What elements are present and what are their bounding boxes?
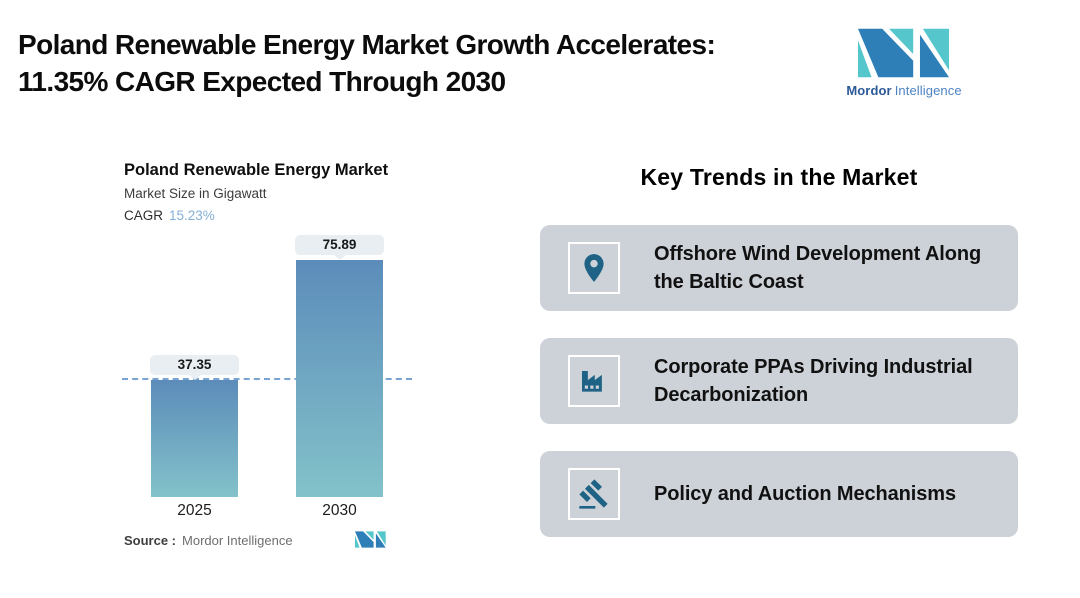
source-value: Mordor Intelligence (182, 533, 293, 548)
cagr-label: CAGR (124, 208, 164, 223)
trend-card-text: Offshore Wind Development Along the Balt… (654, 243, 982, 293)
source-label: Source : (124, 533, 177, 548)
page-title: Poland Renewable Energy Market Growth Ac… (18, 26, 716, 100)
mordor-logo-small-icon (355, 531, 386, 548)
x-axis-label-2025: 2025 (177, 502, 212, 519)
chart-subtitle: Market Size in Gigawatt (124, 186, 267, 201)
value-label-pointer (188, 375, 201, 380)
trends-heading: Key Trends in the Market (640, 164, 918, 190)
chart-cagr-row: CAGR 15.23% (124, 208, 215, 223)
page-title-line2: 11.35% CAGR Expected Through 2030 (18, 66, 506, 97)
bar-2030 (296, 260, 383, 497)
trend-card-corporate-ppas: Corporate PPAs Driving Industrial Decarb… (540, 338, 1018, 424)
value-label-2025: 37.35 (150, 355, 239, 380)
trend-card-text: Corporate PPAs Driving Industrial Decarb… (654, 356, 973, 406)
trend-card-text: Policy and Auction Mechanisms (654, 483, 956, 505)
logo-wordmark: Mordor Intelligence (843, 83, 965, 98)
trend-card-policy-auctions: Policy and Auction Mechanisms (540, 451, 1018, 537)
gavel-icon (579, 479, 608, 509)
trend-card-icon-box (568, 355, 620, 407)
mordor-intelligence-logo: Mordor Intelligence (843, 28, 965, 98)
logo-text-light: Intelligence (894, 83, 962, 98)
map-pin-icon (584, 254, 604, 282)
x-axis-label-2030: 2030 (322, 502, 357, 519)
mordor-logo-icon (858, 28, 950, 78)
page-title-line1: Poland Renewable Energy Market Growth Ac… (18, 29, 716, 60)
chart-title: Poland Renewable Energy Market (124, 161, 389, 179)
source-line: Source : Mordor Intelligence (124, 533, 293, 548)
trend-card-icon-box (568, 242, 620, 294)
value-label-pointer (333, 255, 346, 260)
bar-2025 (151, 380, 238, 497)
cagr-value: 15.23% (169, 208, 215, 223)
trend-card-offshore-wind: Offshore Wind Development Along the Balt… (540, 225, 1018, 311)
reference-dashed-line (122, 378, 412, 380)
factory-icon (582, 371, 602, 392)
value-label-2030: 75.89 (295, 235, 384, 260)
logo-text-bold: Mordor (846, 83, 892, 98)
trend-card-icon-box (568, 468, 620, 520)
source-logo-icon (355, 531, 386, 548)
